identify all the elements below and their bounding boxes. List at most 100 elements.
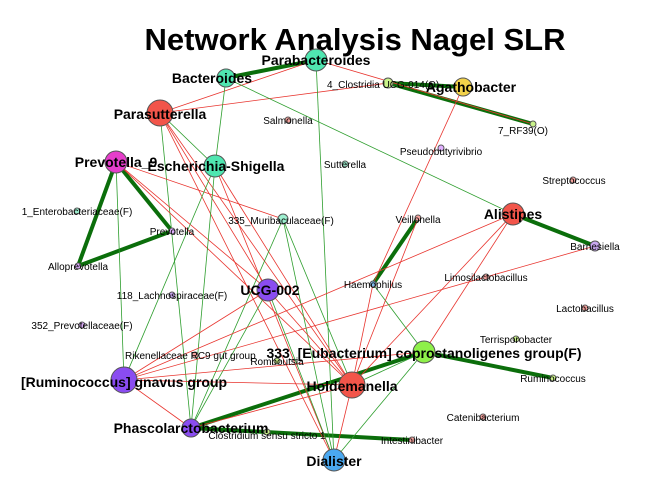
node-streptococcus[interactable] — [569, 176, 577, 184]
node-parasutterella[interactable] — [146, 99, 174, 127]
node-ruminococcus[interactable] — [549, 374, 557, 382]
node-prevotella9[interactable] — [104, 150, 128, 174]
node-label-lachnospiraceae: 118_Lachnospiraceae(F) — [117, 291, 227, 302]
node-rikenellaceae[interactable] — [191, 351, 199, 359]
edge-alistipes-coprostanoligenes — [423, 213, 514, 353]
node-alloprevotella[interactable] — [74, 262, 82, 270]
edge-bacteroides-alistipes — [225, 77, 514, 215]
node-dialister[interactable] — [322, 448, 346, 472]
node-salmonella[interactable] — [284, 116, 292, 124]
node-label-intestinibacter: Intestinibacter — [381, 436, 444, 447]
node-label-salmonella: Salmonella — [263, 116, 313, 127]
edge-prevotella9-holdemanella — [115, 161, 353, 386]
node-limosilactobacillus[interactable] — [482, 273, 490, 281]
edge-muribaculaceae-dialister — [282, 218, 335, 461]
edge-ruminococcus_gnavus-alistipes — [123, 213, 514, 381]
node-label-coprostanoligenes: 333_[Eubacterium] coprostanoligenes grou… — [266, 345, 581, 361]
edge-parasutterella-parabacteroides — [159, 59, 317, 114]
node-label-parabacteroides: Parabacteroides — [262, 52, 371, 68]
edge-prevotella-alloprevotella — [77, 229, 173, 268]
node-terrisporobacter[interactable] — [512, 335, 520, 343]
node-pseudobutyrivibrio[interactable] — [437, 144, 445, 152]
edge-phascolarctobacterium-intestinibacter — [190, 426, 413, 442]
node-holdemanella[interactable] — [338, 371, 366, 399]
edge-rf39-parabacteroides — [315, 59, 534, 125]
node-label-romboutsia: Romboutsia — [250, 357, 304, 368]
edge-bacteroides-parabacteroides — [225, 58, 317, 80]
node-label-limosilactobacillus: Limosilactobacillus — [444, 273, 527, 284]
node-label-bacteroides: Bacteroides — [172, 70, 252, 86]
edge-parasutterella-dialister — [159, 112, 335, 461]
node-prevotellaceae[interactable] — [78, 321, 86, 329]
edge-parasutterella-clostridia_ucg014 — [159, 82, 389, 114]
edge-ruminococcus_gnavus-coprostanoligenes — [123, 351, 425, 381]
node-coprostanoligenes[interactable] — [412, 340, 436, 364]
node-lactobacillus[interactable] — [581, 304, 589, 312]
edge-parasutterella-phascolarctobacterium — [159, 112, 192, 429]
node-label-clostridia_ucg014: 4_Clostridia UCG-014(O) — [327, 80, 439, 91]
node-rf39[interactable] — [529, 120, 537, 128]
edge-parasutterella-ucg002 — [159, 112, 269, 291]
edge-clostridia_ucg014-agathobacter — [387, 81, 464, 89]
edge-prevotella9-ruminococcus_gnavus — [115, 161, 125, 381]
node-label-rikenellaceae: Rikenellaceae RC9 gut group — [125, 351, 256, 362]
node-label-enterobacteriaceae: 1_Enterobacteriaceae(F) — [22, 207, 133, 218]
edge-coprostanoligenes-ruminococcus — [423, 350, 554, 380]
node-label-ruminococcus_gnavus: [Ruminococcus] gnavus group — [21, 374, 227, 390]
node-lachnospiraceae[interactable] — [168, 291, 176, 299]
node-label-prevotella9: Prevotella_9 — [75, 154, 158, 170]
node-label-alloprevotella: Alloprevotella — [48, 262, 108, 273]
node-alistipes[interactable] — [501, 202, 525, 226]
node-haemophilus[interactable] — [369, 280, 377, 288]
edge-prevotella9-alloprevotella — [76, 161, 118, 267]
edge-coprostanoligenes-phascolarctobacterium — [190, 350, 425, 430]
edges-layer — [76, 58, 596, 461]
node-agathobacter[interactable] — [453, 77, 473, 97]
node-muribaculaceae[interactable] — [277, 213, 289, 225]
node-prevotella[interactable] — [168, 227, 176, 235]
node-label-ruminococcus: Ruminococcus — [520, 374, 586, 385]
node-parabacteroides[interactable] — [304, 48, 328, 72]
edge-escherichia-ruminococcus_gnavus — [123, 165, 216, 381]
graph-title: Network Analysis Nagel SLR — [145, 22, 566, 57]
node-ucg002[interactable] — [256, 278, 280, 302]
node-clostridium_ss1[interactable] — [263, 428, 271, 436]
node-bacteroides[interactable] — [216, 68, 236, 88]
node-intestinibacter[interactable] — [408, 436, 416, 444]
node-sutterella[interactable] — [341, 160, 349, 168]
node-romboutsia[interactable] — [273, 357, 281, 365]
node-phascolarctobacterium[interactable] — [181, 418, 201, 438]
node-label-phascolarctobacterium: Phascolarctobacterium — [114, 420, 269, 436]
node-clostridia_ucg014[interactable] — [382, 77, 394, 89]
edge-veillonella-holdemanella — [351, 217, 419, 386]
node-enterobacteriaceae[interactable] — [73, 207, 81, 215]
edge-haemophilus-holdemanella — [351, 283, 374, 386]
edge-alistipes-barnesiella — [512, 212, 596, 248]
node-escherichia[interactable] — [203, 154, 227, 178]
node-label-ucg002: UCG-002 — [240, 282, 299, 298]
nodes-layer — [73, 48, 601, 472]
node-label-muribaculaceae: 335_Muribaculaceae(F) — [228, 216, 334, 227]
node-label-haemophilus: Haemophilus — [344, 280, 402, 291]
edge-barnesiella-ruminococcus_gnavus — [123, 245, 596, 381]
edge-coprostanoligenes-dialister — [333, 351, 425, 461]
node-ruminococcus_gnavus[interactable] — [110, 366, 138, 394]
edge-ucg002-phascolarctobacterium — [190, 289, 269, 429]
edge-escherichia-dialister — [214, 165, 335, 461]
node-label-parasutterella: Parasutterella — [114, 106, 207, 122]
labels-layer: Parabacteroides Bacteroides 4_Clostridia U… — [21, 52, 620, 469]
edge-ucg002-ruminococcus_gnavus — [123, 289, 269, 381]
edge-prevotella9-prevotella — [114, 160, 174, 233]
edge-prevotella9-muribaculaceae — [115, 161, 284, 220]
node-barnesiella[interactable] — [589, 240, 601, 252]
node-label-sutterella: Sutterella — [324, 160, 367, 171]
node-label-alistipes: Alistipes — [484, 206, 543, 222]
node-veillonella[interactable] — [414, 214, 422, 222]
node-label-barnesiella: Barnesiella — [570, 242, 620, 253]
node-label-catenibacterium: Catenibacterium — [447, 413, 520, 424]
edge-bacteroides-escherichia — [214, 77, 227, 167]
edge-parabacteroides-dialister — [315, 59, 335, 461]
node-label-escherichia: Escherichia-Shigella — [148, 158, 285, 174]
node-catenibacterium[interactable] — [479, 413, 487, 421]
